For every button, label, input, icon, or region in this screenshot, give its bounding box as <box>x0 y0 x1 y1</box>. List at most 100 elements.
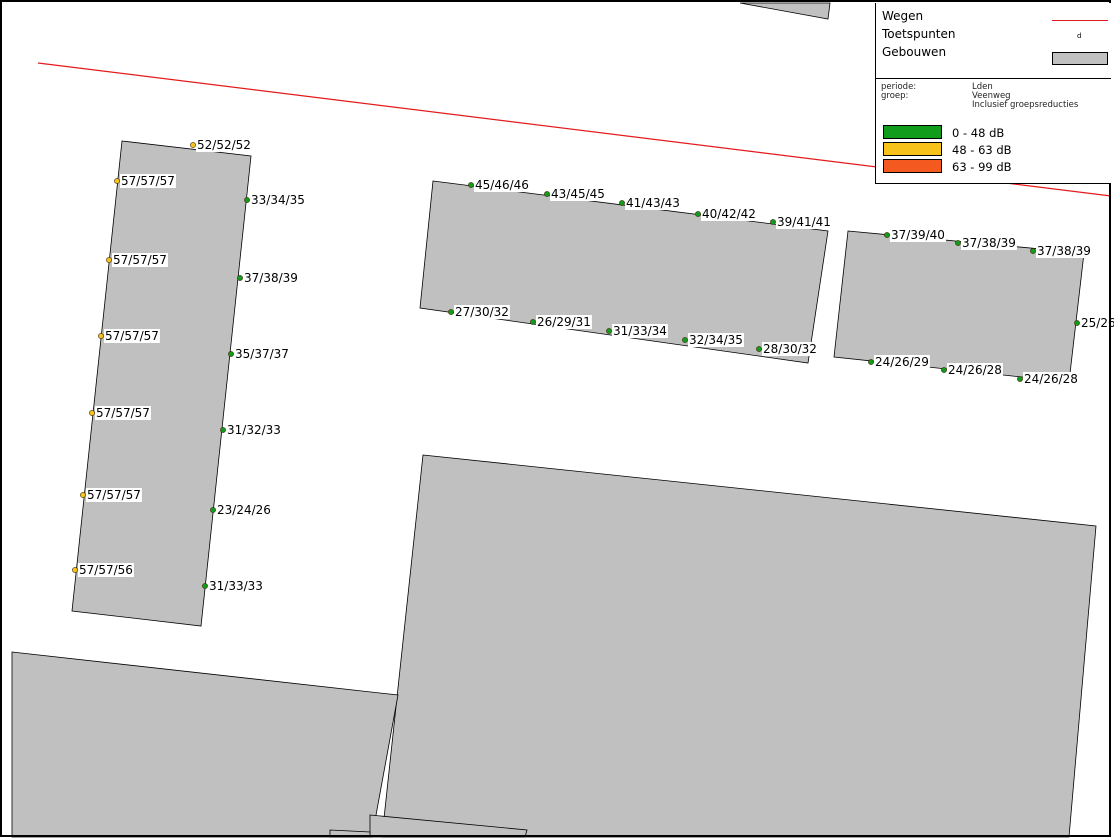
testpoint-label-bg <box>776 215 832 229</box>
testpoint-marker <box>695 211 701 217</box>
legend-class-swatch-yellow <box>883 142 942 156</box>
testpoint-label: 31/33/33 <box>209 579 263 593</box>
legend-building-symbol <box>1052 52 1108 65</box>
testpoint-marker <box>868 359 874 365</box>
legend: Wegen Toetspunten d Gebouwen periode: Ld… <box>875 3 1111 184</box>
testpoint-label: 28/30/32 <box>763 342 817 356</box>
testpoint-label-bg <box>1023 372 1079 386</box>
testpoint-marker <box>89 410 95 416</box>
testpoint-marker <box>237 275 243 281</box>
testpoint: 25/26/ <box>1074 316 1114 330</box>
testpoint-label-bg <box>1036 244 1092 258</box>
testpoint: 57/57/57 <box>114 174 176 188</box>
testpoint-marker <box>210 507 216 513</box>
legend-class-label: 63 - 99 dB <box>952 160 1012 174</box>
testpoint-marker <box>682 337 688 343</box>
legend-class-label: 0 - 48 dB <box>952 126 1005 140</box>
testpoint-label-bg <box>961 236 1017 250</box>
testpoint-marker <box>1074 320 1080 326</box>
testpoint-label: 45/46/46 <box>475 178 529 192</box>
testpoint: 24/26/29 <box>868 355 930 369</box>
testpoint-marker <box>80 492 86 498</box>
testpoint-label-bg <box>104 329 160 343</box>
testpoint-label: 40/42/42 <box>702 207 756 221</box>
testpoint-label-bg <box>874 355 930 369</box>
legend-class-label: 48 - 63 dB <box>952 143 1012 157</box>
testpoint-marker <box>770 219 776 225</box>
testpoint: 31/33/33 <box>202 579 264 593</box>
testpoint-label-bg <box>536 315 592 329</box>
testpoint-label: 37/38/39 <box>244 271 298 285</box>
testpoint-label-bg <box>243 271 299 285</box>
testpoint-label: 24/26/29 <box>875 355 929 369</box>
testpoint-label: 27/30/32 <box>455 305 509 319</box>
testpoint: 33/34/35 <box>244 193 306 207</box>
legend-separator <box>876 78 1111 79</box>
testpoint-label: 24/26/28 <box>948 363 1002 377</box>
testpoint-label: 33/34/35 <box>251 193 305 207</box>
testpoint-label-bg <box>947 363 1003 377</box>
testpoint-label: 24/26/28 <box>1024 372 1078 386</box>
building <box>71 140 252 627</box>
testpoint-label: 26/29/31 <box>537 315 591 329</box>
testpoint-marker <box>530 319 536 325</box>
testpoint: 37/38/39 <box>237 271 299 285</box>
testpoint-label-bg <box>95 406 151 420</box>
testpoint-label-bg <box>234 347 290 361</box>
testpoint-marker <box>1017 376 1023 382</box>
legend-road-symbol <box>1052 20 1108 21</box>
testpoint-label-bg <box>250 193 306 207</box>
legend-roads-label: Wegen <box>882 9 924 23</box>
testpoint-label-bg <box>226 423 282 437</box>
testpoint-label-bg <box>112 253 168 267</box>
testpoint: 26/29/31 <box>530 315 592 329</box>
testpoint: 40/42/42 <box>695 207 757 221</box>
testpoint: 32/34/35 <box>682 333 744 347</box>
testpoint-label: 31/33/34 <box>613 324 667 338</box>
testpoint: 24/26/28 <box>1017 372 1079 386</box>
testpoint: 24/26/28 <box>941 363 1003 377</box>
testpoint-label-bg <box>474 178 530 192</box>
legend-period-value: Lden <box>972 82 993 92</box>
legend-testpoints-label: Toetspunten <box>882 27 956 41</box>
testpoint-label: 57/57/56 <box>79 563 133 577</box>
testpoint-label: 37/39/40 <box>891 228 945 242</box>
testpoint-marker <box>228 351 234 357</box>
testpoint-marker <box>544 191 550 197</box>
testpoint-label: 57/57/57 <box>121 174 175 188</box>
testpoint-label: 32/34/35 <box>689 333 743 347</box>
testpoint-label-bg <box>1080 316 1114 330</box>
testpoint: 52/52/52 <box>190 138 252 152</box>
testpoint-label: 37/38/39 <box>962 236 1016 250</box>
legend-buildings-label: Gebouwen <box>882 45 947 59</box>
buildings-layer <box>11 2 1097 838</box>
testpoint-marker <box>190 142 196 148</box>
testpoint-marker <box>106 257 112 263</box>
testpoint: 57/57/57 <box>98 329 160 343</box>
testpoint-marker <box>220 427 226 433</box>
testpoint-marker <box>72 567 78 573</box>
testpoint-label: 37/38/39 <box>1037 244 1091 258</box>
testpoint: 31/33/34 <box>606 324 668 338</box>
testpoint-label-bg <box>688 333 744 347</box>
testpoint-label: 23/24/26 <box>217 503 271 517</box>
testpoint-label: 41/43/43 <box>626 196 680 210</box>
testpoint: 28/30/32 <box>756 342 818 356</box>
testpoint-label-bg <box>890 228 946 242</box>
testpoint: 23/24/26 <box>210 503 272 517</box>
testpoint-label-bg <box>216 503 272 517</box>
testpoint: 37/39/40 <box>884 228 946 242</box>
testpoint: 57/57/57 <box>106 253 168 267</box>
testpoint-label-bg <box>625 196 681 210</box>
testpoint-marker <box>114 178 120 184</box>
testpoint-marker <box>468 182 474 188</box>
testpoint-marker <box>448 309 454 315</box>
testpoint-label-bg <box>550 187 606 201</box>
legend-group-value: Veenweg <box>972 91 1011 101</box>
testpoint-marker <box>1030 248 1036 254</box>
testpoint-label: 25/26/ <box>1081 316 1114 330</box>
testpoint-label-bg <box>196 138 252 152</box>
testpoint-marker <box>756 346 762 352</box>
legend-period-key: periode: <box>881 82 917 92</box>
